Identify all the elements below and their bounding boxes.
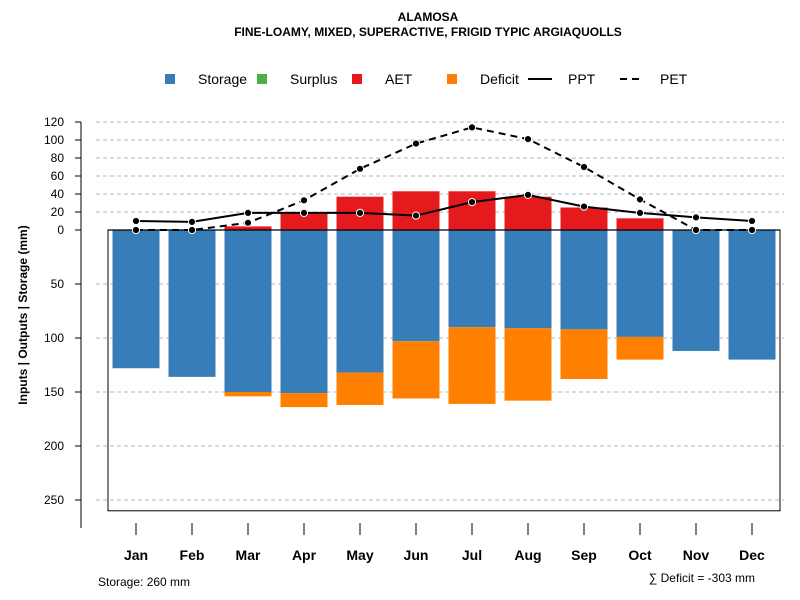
ppt-point-apr xyxy=(299,208,309,217)
storage-bar-dec xyxy=(728,230,776,360)
pet-point-aug xyxy=(523,135,533,144)
deficit-bar-sep xyxy=(560,329,608,380)
y-tick-label: 250 xyxy=(44,493,64,507)
pet-legend-label: PET xyxy=(660,71,688,87)
pet-point-apr xyxy=(299,196,309,205)
aet-legend-swatch xyxy=(352,74,362,84)
x-tick-label-dec: Dec xyxy=(739,547,765,563)
deficit-legend-swatch xyxy=(447,74,457,84)
y-tick-label: 20 xyxy=(51,205,65,219)
pet-point-jun xyxy=(411,139,421,148)
y-axis-label: Inputs | Outputs | Storage (mm) xyxy=(16,225,30,404)
aet-bar-mar xyxy=(224,226,272,230)
aet-bar-oct xyxy=(616,218,664,230)
legend: Storage Surplus AET Deficit PPT PET xyxy=(165,71,688,87)
deficit-bar-mar xyxy=(224,392,272,397)
deficit-bar-jun xyxy=(392,341,440,399)
aet-bar-jun xyxy=(392,191,440,230)
deficit-bar-jul xyxy=(448,327,496,404)
ppt-legend-label: PPT xyxy=(568,71,596,87)
x-tick-label-apr: Apr xyxy=(292,547,317,563)
pet-point-oct xyxy=(635,195,645,204)
pet-point-mar xyxy=(243,218,253,227)
y-tick-label: 100 xyxy=(44,331,64,345)
pet-point-jul xyxy=(467,123,477,132)
storage-legend-label: Storage xyxy=(198,71,247,87)
deficit-bar-may xyxy=(336,372,384,405)
storage-bar-apr xyxy=(280,230,328,394)
x-tick-label-jan: Jan xyxy=(124,547,148,563)
storage-bar-feb xyxy=(168,230,216,377)
y-tick-label: 50 xyxy=(51,277,65,291)
ppt-point-aug xyxy=(523,190,533,199)
ppt-point-jan xyxy=(131,216,141,226)
y-tick-label: 80 xyxy=(51,151,65,165)
ppt-point-sep xyxy=(579,202,589,211)
pet-line xyxy=(136,126,752,231)
x-tick-label-nov: Nov xyxy=(683,547,710,563)
y-tick-label: 100 xyxy=(44,133,64,147)
pet-point-dec xyxy=(747,225,757,235)
chart-subtitle: FINE-LOAMY, MIXED, SUPERACTIVE, FRIGID T… xyxy=(234,25,622,39)
deficit-legend-label: Deficit xyxy=(480,71,519,87)
storage-bar-oct xyxy=(616,230,664,337)
deficit-bar-aug xyxy=(504,328,552,401)
y-tick-label: 150 xyxy=(44,385,64,399)
gridlines xyxy=(96,121,784,501)
aet-bar-apr xyxy=(280,212,328,230)
x-tick-label-jul: Jul xyxy=(462,547,482,563)
storage-bar-sep xyxy=(560,230,608,330)
ppt-point-feb xyxy=(187,217,197,226)
ppt-point-jun xyxy=(411,211,421,220)
plot-frame xyxy=(107,229,781,512)
y-tick-label: 0 xyxy=(57,223,64,237)
y-tick-label: 60 xyxy=(51,169,65,183)
x-tick-label-oct: Oct xyxy=(628,547,652,563)
ppt-point-dec xyxy=(747,216,757,226)
y-tick-label: 40 xyxy=(51,187,65,201)
deficit-footnote: ∑ Deficit = -303 mm xyxy=(649,571,755,585)
pet-point-feb xyxy=(187,225,197,235)
storage-bar-may xyxy=(336,230,384,373)
pet-point-jan xyxy=(131,225,141,235)
x-tick-label-feb: Feb xyxy=(180,547,205,563)
storage-bar-nov xyxy=(672,230,720,351)
surplus-legend-label: Surplus xyxy=(290,71,337,87)
chart-title: ALAMOSA xyxy=(398,10,459,24)
ppt-point-jul xyxy=(467,198,477,207)
x-tick-label-aug: Aug xyxy=(514,547,541,563)
storage-bar-aug xyxy=(504,230,552,329)
pet-point-nov xyxy=(691,225,701,235)
aet-bar-jul xyxy=(448,191,496,230)
pet-point-may xyxy=(355,164,365,173)
ppt-line xyxy=(135,193,753,223)
storage-footnote: Storage: 260 mm xyxy=(98,575,190,589)
ppt-point-nov xyxy=(691,213,701,222)
x-tick-label-may: May xyxy=(346,547,373,563)
ppt-point-may xyxy=(355,208,365,217)
x-tick-label-mar: Mar xyxy=(236,547,261,563)
ppt-point-oct xyxy=(635,208,645,217)
storage-bar-jan xyxy=(112,230,160,369)
storage-legend-swatch xyxy=(165,74,175,84)
ppt-point-mar xyxy=(243,208,253,217)
aet-bar-aug xyxy=(504,196,552,230)
pet-point-sep xyxy=(579,162,589,172)
surplus-legend-swatch xyxy=(257,74,267,84)
deficit-bar-apr xyxy=(280,393,328,408)
lines xyxy=(131,123,757,235)
y-tick-label: 200 xyxy=(44,439,64,453)
storage-bar-jun xyxy=(392,230,440,342)
deficit-bar-oct xyxy=(616,336,664,360)
storage-bar-mar xyxy=(224,230,272,392)
x-tick-label-jun: Jun xyxy=(404,547,429,563)
aet-legend-label: AET xyxy=(385,71,413,87)
bars xyxy=(112,191,776,408)
axes: 0 20 40 60 80 100 120 50 100 150 200 250 Jan Feb Mar Ap… xyxy=(44,115,765,563)
aet-bar-sep xyxy=(560,207,608,230)
y-tick-label: 120 xyxy=(44,115,64,129)
x-tick-label-sep: Sep xyxy=(571,547,597,563)
storage-bar-jul xyxy=(448,230,496,328)
